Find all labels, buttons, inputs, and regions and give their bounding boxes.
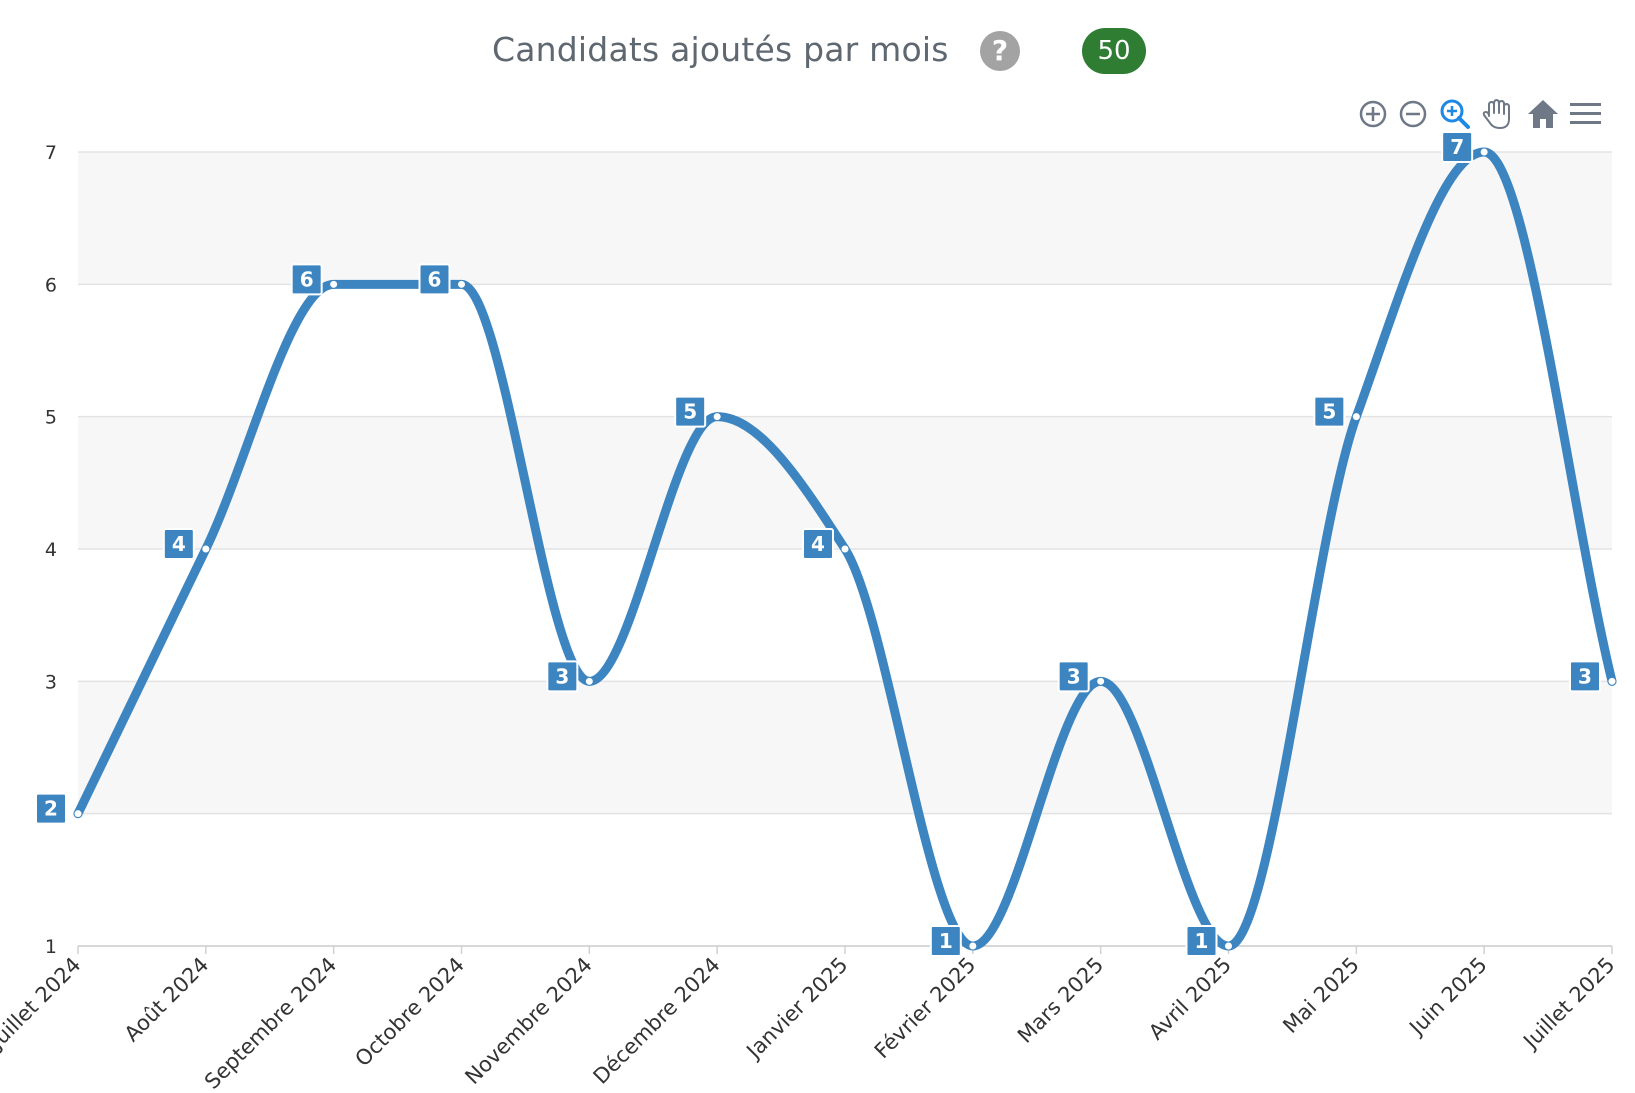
chart-toolbar [1355,96,1625,136]
y-tick-label: 3 [45,671,57,693]
data-label-text: 3 [1067,664,1081,688]
data-label-text: 1 [1195,929,1209,953]
y-tick-label: 7 [45,142,57,164]
data-label-text: 4 [172,532,186,556]
data-label-box [1313,395,1346,428]
x-tick-label: Mai 2025 [1278,953,1364,1039]
data-label-text: 3 [1578,664,1592,688]
grid-band [78,681,1612,814]
total-count-badge: 50 [1082,28,1146,74]
x-tick-label: Septembre 2024 [200,953,341,1093]
data-point [201,544,211,554]
data-label: 1 [929,925,962,957]
chart-header: Candidats ajoutés par mois ? 50 [0,22,1635,82]
y-tick-label: 4 [45,539,57,561]
data-label-box [929,925,962,957]
data-label-box [1057,660,1090,693]
data-label-box [802,528,834,560]
data-point [1479,147,1489,157]
data-label: 4 [802,528,834,560]
x-tick-label: Juillet 2025 [1518,953,1620,1055]
x-tick-label: Mars 2025 [1013,953,1108,1048]
data-label-text: 1 [939,929,953,953]
data-label: 6 [418,263,451,296]
data-label-box [162,528,195,560]
data-point [584,676,594,686]
help-icon[interactable]: ? [980,31,1020,71]
data-label: 5 [674,395,707,428]
data-point [1096,676,1106,686]
home-reset-icon[interactable] [1525,96,1561,132]
x-tick-label: Février 2025 [870,953,981,1064]
zoom-out-icon[interactable] [1395,96,1431,132]
data-label-box [1441,131,1474,163]
data-label-box [290,263,323,296]
chart-title: Candidats ajoutés par mois [492,30,949,69]
data-label-text: 4 [811,532,825,556]
data-label-box [418,263,451,296]
grid-band [78,416,1612,549]
data-label: 4 [162,528,195,560]
y-tick-label: 5 [45,407,57,429]
zoom-in-icon[interactable] [1355,96,1391,132]
data-label-text: 7 [1450,135,1464,159]
data-label-box [35,792,67,825]
x-tick-label: Juillet 2024 [0,953,86,1055]
data-point [1607,676,1617,686]
data-label: 1 [1185,925,1218,957]
x-tick-label: Octobre 2024 [350,953,469,1072]
x-tick-label: Janvier 2025 [741,953,853,1065]
data-label: 3 [1569,660,1601,693]
data-label: 3 [1057,660,1090,693]
y-tick-label: 6 [45,274,57,296]
y-tick-label: 1 [45,936,57,958]
data-label: 5 [1313,395,1346,428]
x-tick-label: Avril 2025 [1144,953,1236,1045]
data-label-text: 5 [683,400,697,424]
x-tick-label: Juin 2025 [1403,953,1491,1041]
data-label: 3 [546,660,579,693]
data-label-text: 3 [555,664,569,688]
selection-zoom-icon[interactable] [1437,96,1473,132]
data-point [1351,412,1361,422]
data-label-box [1569,660,1601,693]
data-label-box [1185,925,1218,957]
pan-hand-icon[interactable] [1479,96,1515,132]
data-point [1224,941,1233,951]
data-point [712,412,722,422]
data-point [968,941,978,951]
data-label: 6 [290,263,323,296]
data-label-box [674,395,707,428]
data-label-text: 6 [300,267,314,291]
x-tick-label: Novembre 2024 [460,953,596,1089]
data-point [840,544,850,554]
data-label: 2 [35,792,67,825]
grid-band [78,152,1612,285]
data-point [73,809,83,819]
data-label-text: 5 [1322,400,1336,424]
series-line [73,147,1617,951]
x-tick-label: Août 2024 [120,953,214,1047]
data-label-box [546,660,579,693]
data-label-text: 2 [44,797,58,821]
data-label: 7 [1441,131,1474,163]
data-point [457,279,466,289]
data-label-text: 6 [428,267,442,291]
data-point [329,279,339,289]
menu-icon[interactable] [1567,96,1603,132]
x-tick-label: Décembre 2024 [589,953,725,1089]
